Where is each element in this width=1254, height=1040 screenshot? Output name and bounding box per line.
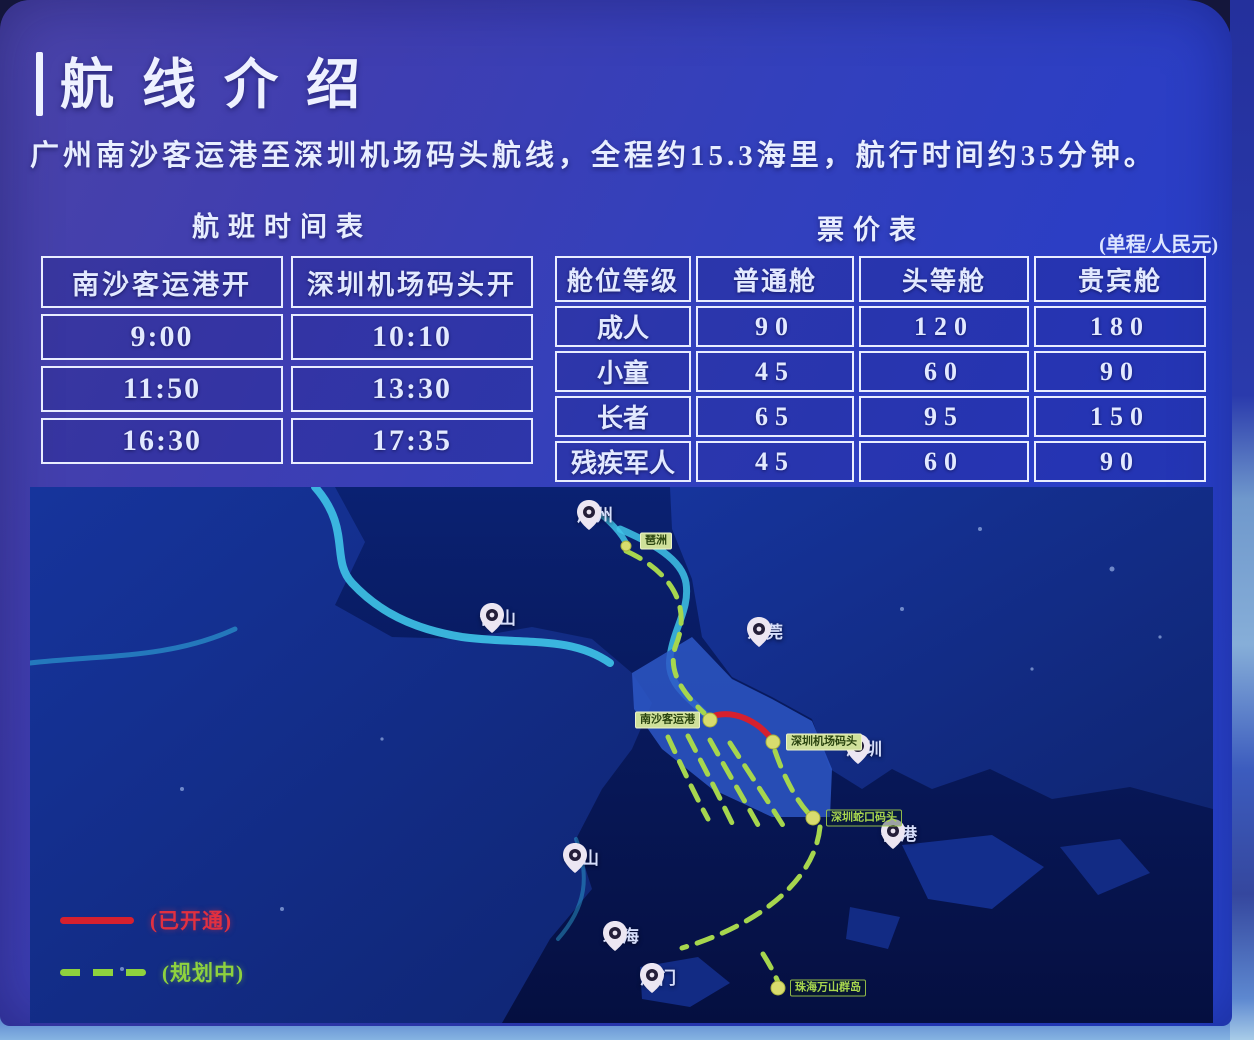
map-pin-icon	[480, 603, 504, 633]
map-art	[30, 487, 1213, 1023]
planned-routes	[623, 548, 823, 985]
map-stars	[120, 527, 1162, 971]
schedule-title: 航班时间表	[192, 212, 372, 242]
port-dot-wanshan	[770, 980, 786, 996]
fares-cell: 150	[1034, 396, 1206, 437]
map-estuary	[632, 637, 832, 817]
route-summary: 广州南沙客运港至深圳机场码头航线，全程约15.3海里，航行时间约35分钟。	[30, 140, 1157, 172]
city-dongguan: 东莞	[747, 617, 785, 647]
fares-row: 长者 65 95 150	[555, 396, 1206, 437]
legend-open-line-icon	[60, 916, 134, 924]
schedule-header-row: 南沙客运港开 深圳机场码头开	[41, 256, 533, 308]
fares-cell: 60	[859, 441, 1029, 482]
schedule-row: 11:50 13:30	[41, 366, 533, 412]
legend-open-label: (已开通)	[150, 909, 232, 933]
port-dot-nansha	[702, 712, 718, 728]
map-pin-icon	[603, 921, 627, 951]
fares-header-class: 舱位等级	[555, 256, 691, 302]
schedule-cell: 10:10	[291, 314, 533, 360]
fares-cell-label: 小童	[555, 351, 691, 392]
fares-header-vip: 贵宾舱	[1034, 256, 1206, 302]
port-dot-airport	[765, 734, 781, 750]
city-hongkong: 香港	[881, 819, 919, 849]
fares-table: 舱位等级 普通舱 头等舱 贵宾舱 成人 90 120 180 小童 45 60 …	[550, 252, 1211, 486]
port-label-pazhou: 琶洲	[640, 532, 672, 550]
map-pin-icon	[577, 500, 601, 530]
fares-cell: 180	[1034, 306, 1206, 347]
map-pin-icon	[747, 617, 771, 647]
schedule-header-nansha: 南沙客运港开	[41, 256, 283, 308]
schedule-row: 9:00 10:10	[41, 314, 533, 360]
fares-unit-note: (单程/人民元)	[1099, 234, 1218, 256]
schedule-cell: 11:50	[41, 366, 283, 412]
title-accent-bar	[36, 52, 43, 116]
background-right-strip	[1230, 0, 1254, 1040]
fares-cell: 60	[859, 351, 1029, 392]
fares-cell: 120	[859, 306, 1029, 347]
fares-cell-label: 残疾军人	[555, 441, 691, 482]
fares-cell: 45	[696, 441, 854, 482]
schedule-cell: 9:00	[41, 314, 283, 360]
fares-cell: 45	[696, 351, 854, 392]
fares-row: 残疾军人 45 60 90	[555, 441, 1206, 482]
schedule-table: 南沙客运港开 深圳机场码头开 9:00 10:10 11:50 13:30 16…	[33, 250, 541, 470]
fares-header-row: 舱位等级 普通舱 头等舱 贵宾舱	[555, 256, 1206, 302]
map-pin-icon	[881, 819, 905, 849]
schedule-cell: 16:30	[41, 418, 283, 464]
page-title: 航线介绍	[60, 55, 388, 115]
city-foshan: 佛山	[480, 603, 518, 633]
fares-cell: 90	[1034, 441, 1206, 482]
port-label-nansha: 南沙客运港	[635, 711, 700, 729]
city-zhuhai: 珠海	[603, 921, 641, 951]
fares-title: 票价表	[817, 215, 925, 245]
legend-planned-line-icon	[60, 968, 146, 976]
city-guangzhou: 广州	[577, 500, 615, 530]
info-board: 航线介绍 广州南沙客运港至深圳机场码头航线，全程约15.3海里，航行时间约35分…	[0, 0, 1232, 1026]
port-label-shekou: 深圳蛇口码头	[826, 809, 902, 827]
route-map: 广州 佛山 东莞 深圳 香港 中山 珠海 澳门 琶洲	[30, 487, 1213, 1023]
port-dot-shekou	[805, 810, 821, 826]
schedule-row: 16:30 17:35	[41, 418, 533, 464]
fares-cell: 90	[696, 306, 854, 347]
map-pin-icon	[563, 843, 587, 873]
city-zhongshan: 中山	[563, 843, 601, 873]
fares-cell-label: 成人	[555, 306, 691, 347]
fares-cell: 65	[696, 396, 854, 437]
map-landmasses	[30, 487, 1213, 1023]
port-label-airport: 深圳机场码头	[786, 733, 862, 751]
fares-header-ordinary: 普通舱	[696, 256, 854, 302]
fares-row: 成人 90 120 180	[555, 306, 1206, 347]
fares-cell: 90	[1034, 351, 1206, 392]
fares-row: 小童 45 60 90	[555, 351, 1206, 392]
schedule-cell: 13:30	[291, 366, 533, 412]
fares-cell: 95	[859, 396, 1029, 437]
schedule-cell: 17:35	[291, 418, 533, 464]
legend-planned: (规划中)	[60, 957, 244, 987]
fares-header-first: 头等舱	[859, 256, 1029, 302]
city-macau: 澳门	[640, 963, 678, 993]
port-label-wanshan: 珠海万山群岛	[790, 979, 866, 997]
port-dots	[620, 540, 821, 996]
port-dot-pazhou	[620, 540, 632, 552]
schedule-header-shenzhen: 深圳机场码头开	[291, 256, 533, 308]
legend-planned-label: (规划中)	[162, 961, 244, 985]
fares-cell-label: 长者	[555, 396, 691, 437]
legend-open: (已开通)	[60, 905, 232, 935]
map-pin-icon	[640, 963, 664, 993]
